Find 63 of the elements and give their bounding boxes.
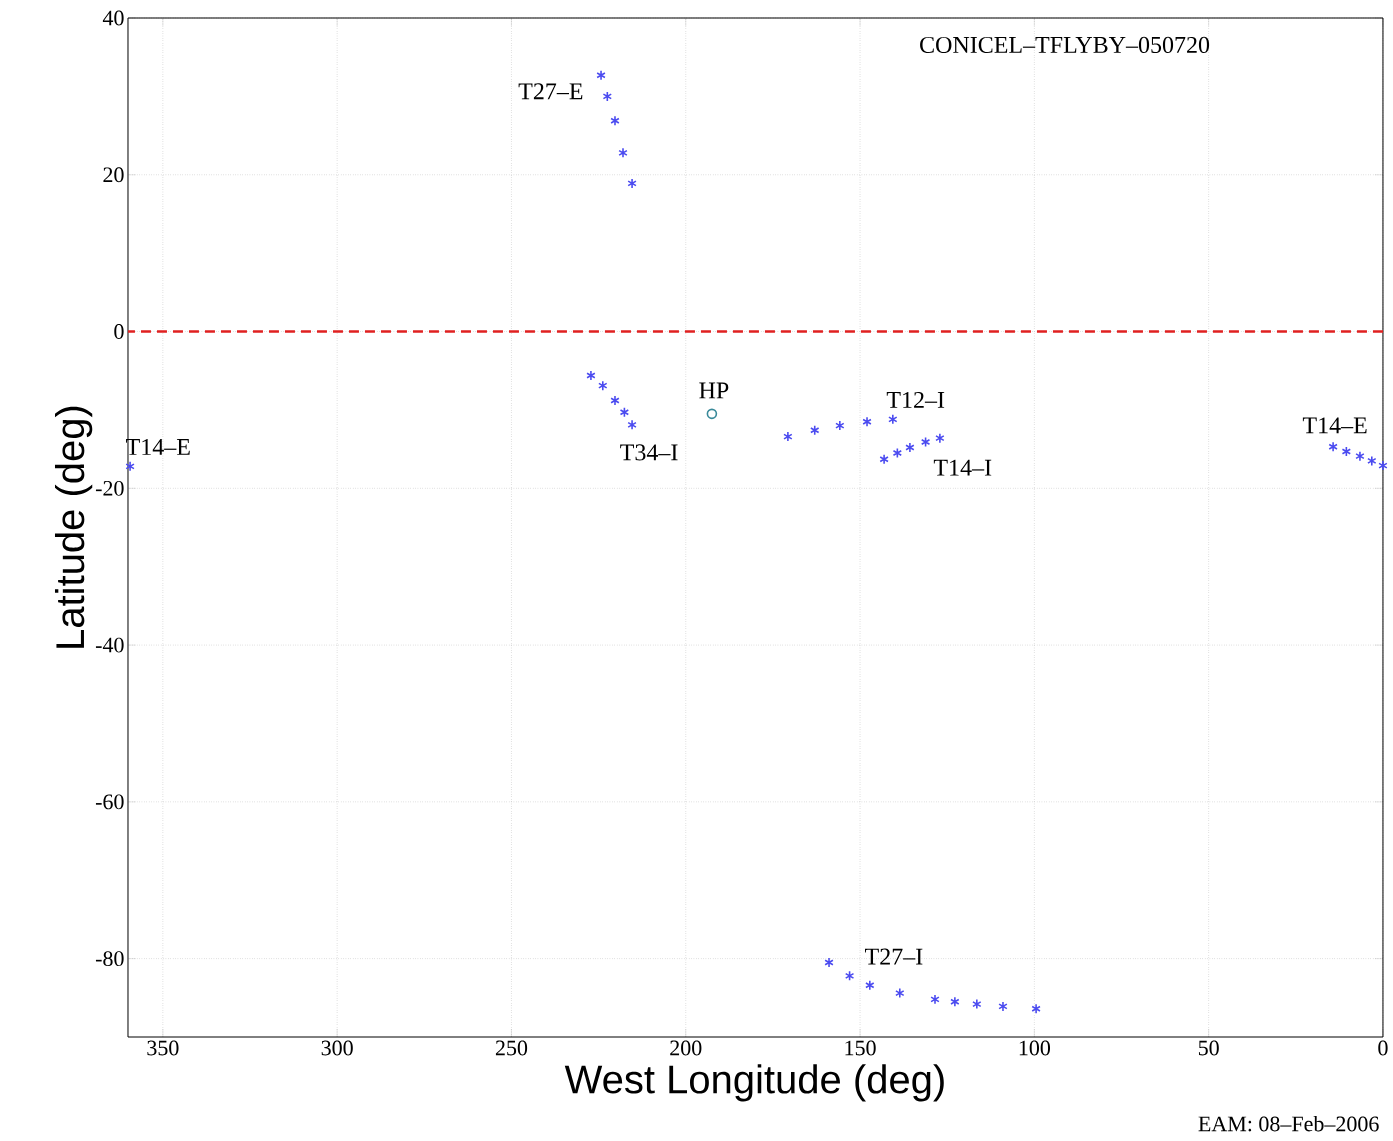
point bbox=[824, 957, 834, 968]
point bbox=[598, 380, 608, 391]
point bbox=[935, 432, 945, 444]
point bbox=[810, 425, 820, 436]
x-tick-label: 150 bbox=[845, 1040, 876, 1056]
point bbox=[895, 987, 905, 999]
point bbox=[920, 436, 931, 448]
point bbox=[930, 994, 940, 1005]
point bbox=[835, 420, 845, 431]
point bbox=[1378, 460, 1388, 471]
x-tick-label: 200 bbox=[670, 1040, 702, 1056]
series-label: T14–I bbox=[933, 459, 992, 476]
y-tick-label: 20 bbox=[103, 167, 124, 183]
point bbox=[1341, 446, 1352, 457]
series-label: T27–E bbox=[518, 83, 583, 100]
point bbox=[879, 454, 889, 465]
x-tick-label: 100 bbox=[1019, 1040, 1051, 1056]
x-tick-label: 50 bbox=[1198, 1040, 1219, 1056]
point bbox=[610, 395, 620, 406]
point bbox=[619, 406, 630, 418]
y-tick-label: 40 bbox=[102, 10, 124, 26]
point bbox=[586, 370, 596, 381]
x-tick-label: 250 bbox=[495, 1040, 528, 1056]
series-label: T14–E bbox=[126, 438, 190, 455]
y-tick-label: -20 bbox=[95, 480, 124, 496]
point bbox=[865, 979, 875, 991]
point bbox=[706, 408, 718, 420]
y-axis-title: Latitude (deg) bbox=[54, 406, 93, 648]
series-label: T27–I bbox=[865, 948, 923, 965]
y-tick-label: -60 bbox=[95, 794, 124, 810]
x-tick-label: 350 bbox=[147, 1040, 179, 1056]
x-tick-label: 0 bbox=[1378, 1040, 1388, 1056]
point bbox=[892, 447, 903, 459]
point bbox=[627, 419, 637, 431]
point bbox=[905, 442, 915, 453]
point bbox=[627, 178, 637, 189]
y-tick-label: -40 bbox=[95, 637, 124, 653]
point bbox=[844, 970, 855, 982]
series-label: HP bbox=[699, 382, 729, 399]
point bbox=[862, 416, 872, 427]
point bbox=[618, 147, 628, 159]
series-label: T14–E bbox=[1302, 417, 1367, 434]
y-tick-label: 0 bbox=[114, 324, 124, 339]
point bbox=[783, 431, 793, 442]
point bbox=[1367, 455, 1377, 467]
point bbox=[1031, 1003, 1041, 1015]
text: EAM: 08–Feb–2006 bbox=[1198, 1115, 1379, 1132]
point bbox=[1355, 450, 1365, 462]
point bbox=[596, 69, 606, 81]
point bbox=[888, 414, 898, 425]
point bbox=[610, 115, 620, 126]
annotation: CONICEL–TFLYBY–050720 bbox=[920, 36, 1210, 54]
point bbox=[602, 91, 613, 102]
series-label: T34–I bbox=[620, 444, 678, 461]
point bbox=[972, 998, 982, 1010]
point bbox=[1328, 441, 1338, 453]
point bbox=[998, 1001, 1008, 1012]
x-axis-title: West Longitude (deg) bbox=[564, 1064, 944, 1102]
series-label: T12–I bbox=[886, 391, 945, 408]
point bbox=[950, 996, 960, 1008]
y-tick-label: -80 bbox=[95, 951, 124, 967]
x-tick-label: 300 bbox=[321, 1040, 353, 1056]
point bbox=[125, 461, 135, 472]
